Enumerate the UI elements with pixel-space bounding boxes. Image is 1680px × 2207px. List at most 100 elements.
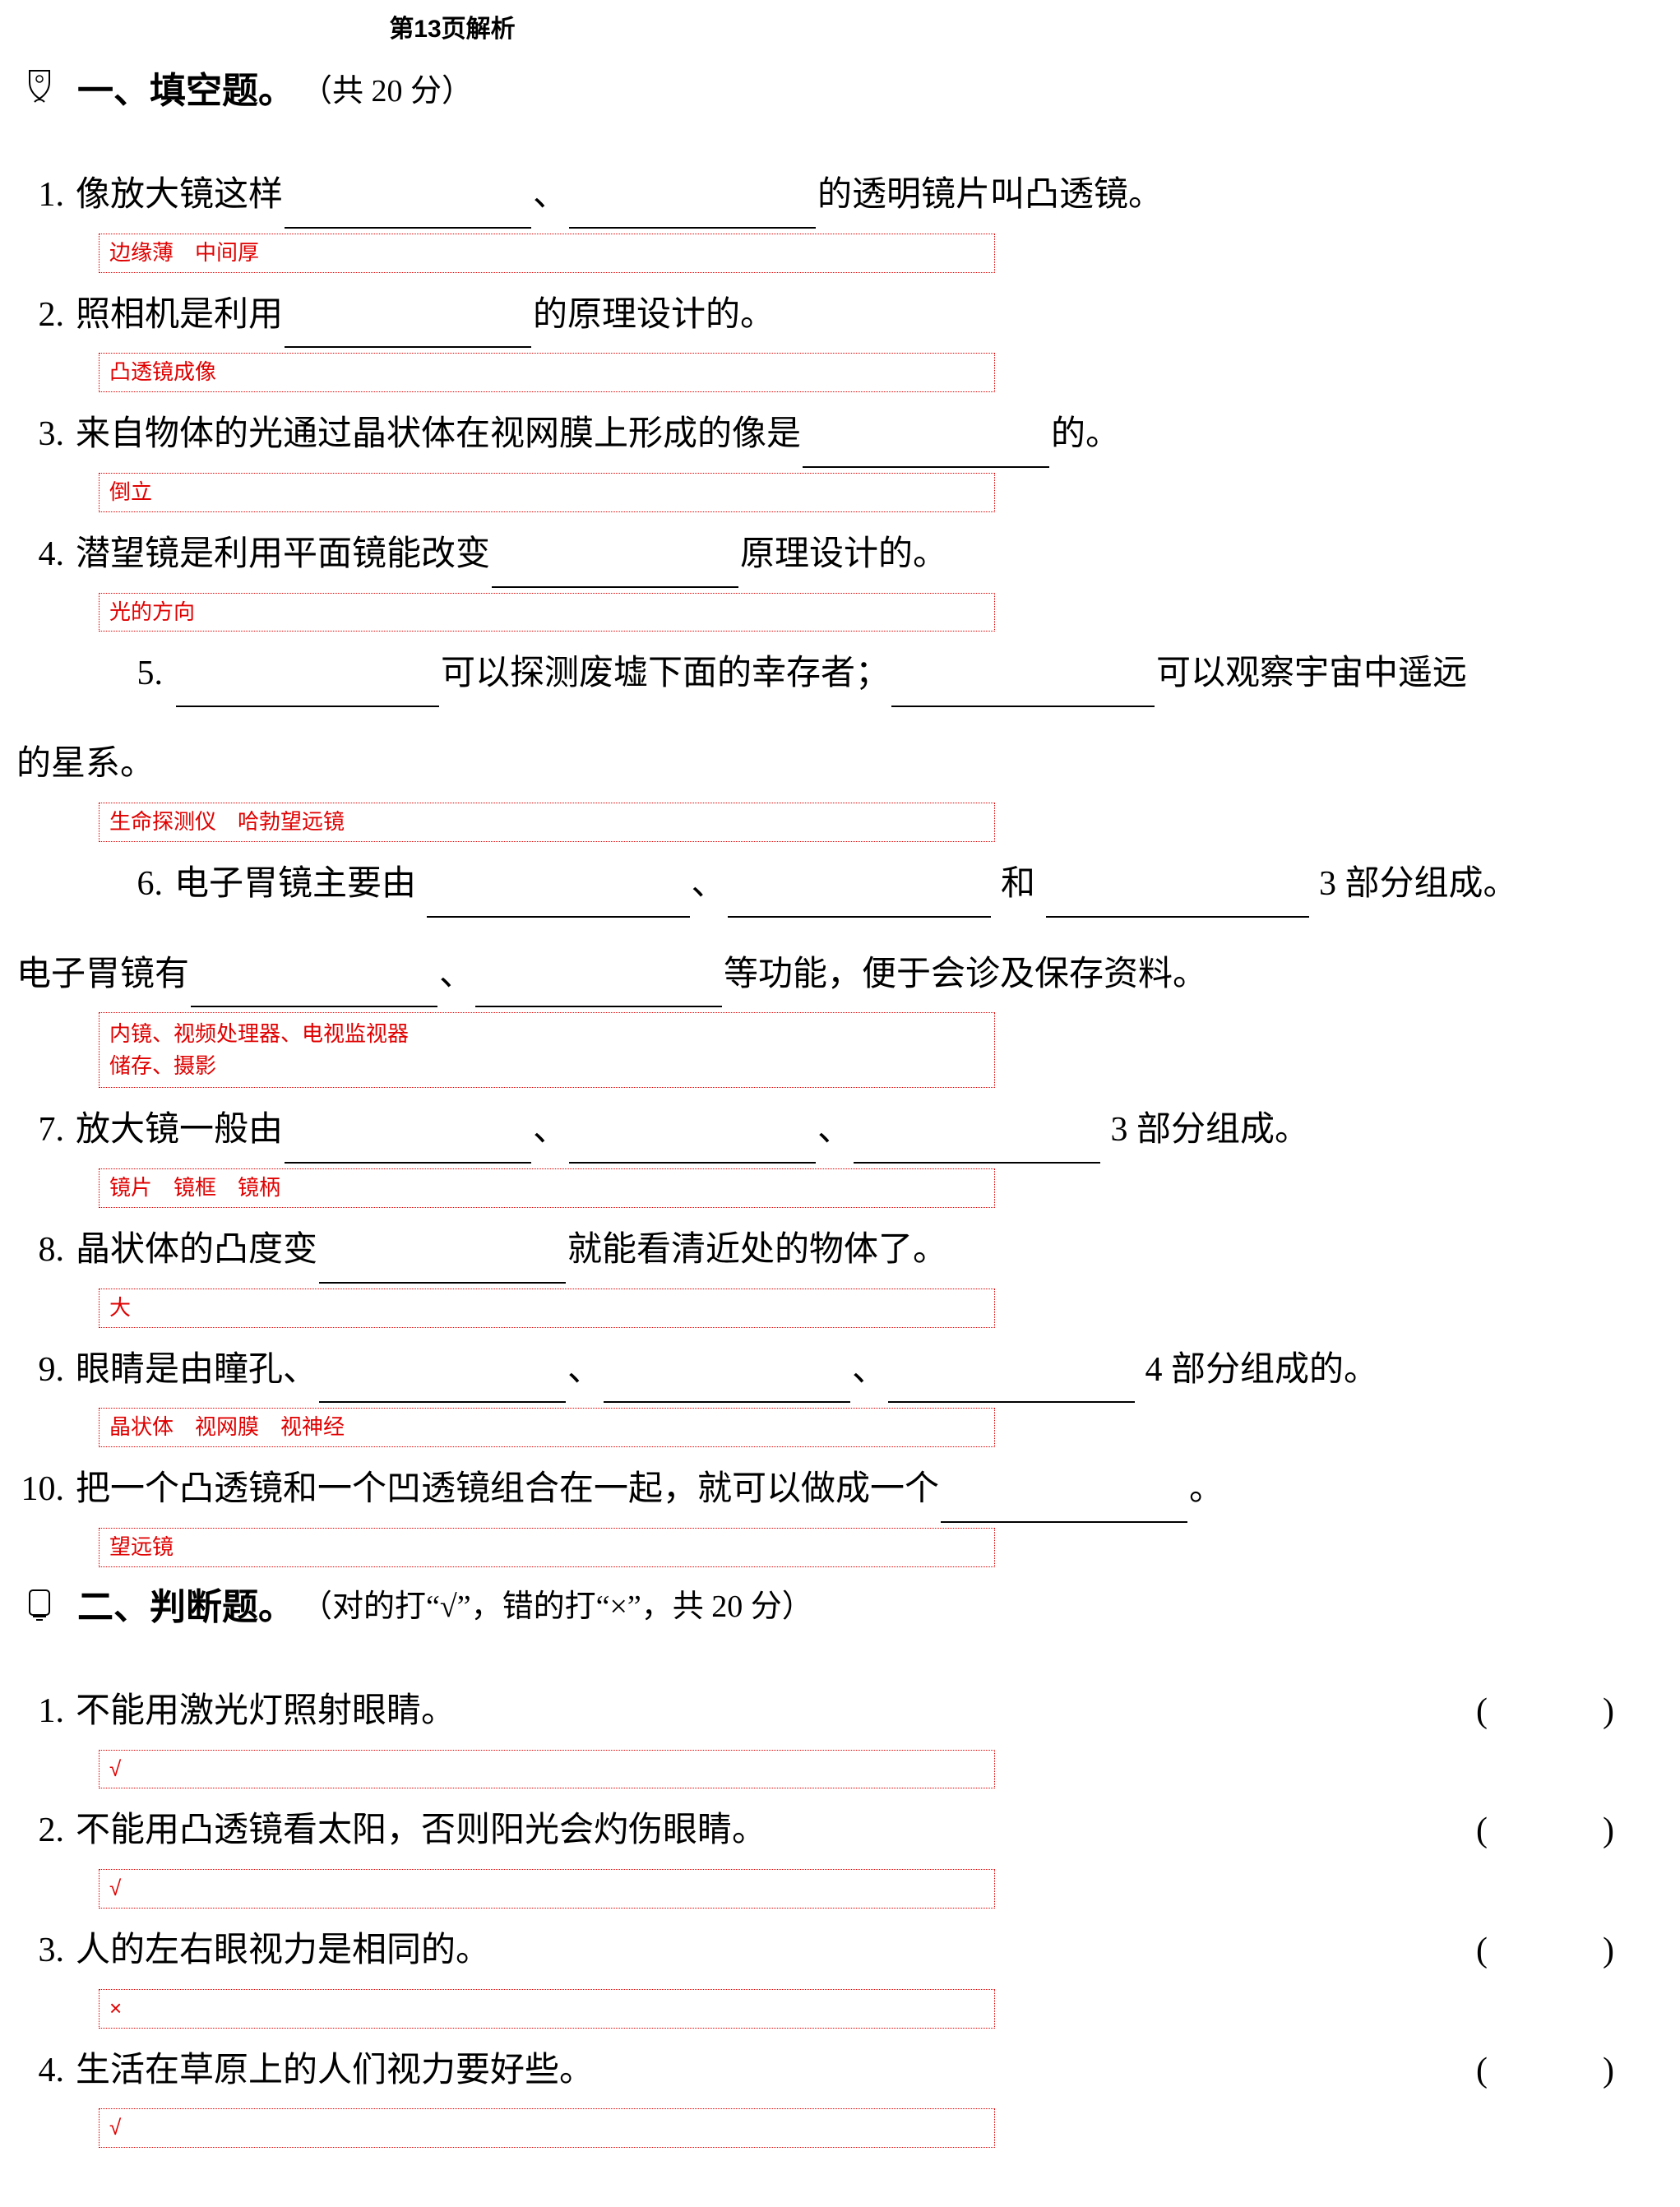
question-text: 的原理设计的。 [533, 283, 775, 349]
fill-blank-item: 1.像放大镜这样 、 的透明镜片叫凸透镜。 [16, 163, 1664, 229]
blank-line [319, 1362, 566, 1403]
question-text: 、 [533, 163, 567, 229]
answer-box: 倒立 [99, 473, 995, 512]
fill-blank-item: 5.可以探测废墟下面的幸存者；可以观察宇宙中遥远 [115, 641, 1664, 707]
answer-box: 晶状体 视网膜 视神经 [99, 1408, 995, 1447]
true-false-item: 2.不能用凸透镜看太阳，否则阳光会灼伤眼睛。() [16, 1798, 1664, 1864]
question-number: 1. [16, 1679, 64, 1745]
answer-box: √ [99, 1750, 995, 1789]
blank-line [1046, 876, 1309, 917]
paren-left: ( [1476, 2038, 1488, 2104]
blank-line [888, 1362, 1135, 1403]
question-continuation: 的星系。 [16, 732, 1664, 798]
question-number: 3. [16, 402, 64, 468]
blank-line [319, 1242, 566, 1283]
question-text: 可以观察宇宙中遥远 [1156, 641, 1467, 707]
paren-right: ) [1603, 1798, 1614, 1864]
question-text: 的透明镜片叫凸透镜。 [817, 163, 1163, 229]
answer-parentheses: () [1476, 1918, 1614, 1984]
answer-box: 凸透镜成像 [99, 353, 995, 392]
section-1-note: （共 20 分） [301, 65, 473, 110]
answer-parentheses: () [1476, 2038, 1614, 2104]
fill-blank-item: 10.把一个凸透镜和一个凹透镜组合在一起，就可以做成一个。 [16, 1457, 1664, 1523]
question-text: 不能用激光灯照射眼睛。 [76, 1679, 456, 1745]
blank-line [728, 876, 991, 917]
answer-box: × [99, 1989, 995, 2029]
question-text: 、 [439, 942, 474, 1008]
question-number: 3. [16, 1918, 64, 1984]
question-text: 和 [993, 852, 1044, 918]
fill-blank-item: 3.来自物体的光通过晶状体在视网膜上形成的像是 的。 [16, 402, 1664, 468]
blank-line [191, 966, 437, 1007]
blank-line [475, 966, 722, 1007]
section-1-ornament-icon [25, 67, 54, 107]
question-text: 4 部分组成的。 [1136, 1338, 1378, 1404]
section-2-ornament-icon [25, 1584, 54, 1623]
question-text: 生活在草原上的人们视力要好些。 [76, 2038, 594, 2104]
question-text: 3 部分组成。 [1311, 852, 1518, 918]
answer-box: 光的方向 [99, 593, 995, 632]
answer-box: 镜片 镜框 镜柄 [99, 1168, 995, 1208]
question-number: 1. [16, 163, 64, 229]
question-text: 照相机是利用 [76, 283, 283, 349]
question-text: 眼睛是由瞳孔、 [76, 1338, 317, 1404]
blank-line [569, 187, 816, 228]
answer-box: √ [99, 2108, 995, 2148]
blank-line [285, 307, 531, 348]
blank-line [176, 666, 439, 707]
fill-blank-item: 8.晶状体的凸度变就能看清近处的物体了。 [16, 1218, 1664, 1284]
answer-box: 边缘薄 中间厚 [99, 234, 995, 273]
question-text: 电子胃镜有 [16, 942, 189, 1008]
blank-line [427, 876, 690, 917]
question-text: 人的左右眼视力是相同的。 [76, 1918, 490, 1984]
question-text: 来自物体的光通过晶状体在视网膜上形成的像是 [76, 402, 801, 468]
blank-line [604, 1362, 850, 1403]
question-number: 4. [16, 522, 64, 588]
blank-line [285, 1122, 531, 1164]
paren-right: ) [1603, 1918, 1614, 1984]
question-text: 潜望镜是利用平面镜能改变 [76, 522, 490, 588]
question-number: 10. [16, 1457, 64, 1523]
answer-parentheses: () [1476, 1679, 1614, 1745]
question-number: 7. [16, 1098, 64, 1164]
question-text: 的。 [1051, 402, 1120, 468]
paren-left: ( [1476, 1918, 1488, 1984]
section-2-label: 二、判断题。 [77, 1577, 294, 1630]
section-2-note: （对的打“√”，错的打“×”，共 20 分） [301, 1580, 813, 1626]
question-number: 2. [16, 1798, 64, 1864]
true-false-list: 1.不能用激光灯照射眼睛。 () √ 2.不能用凸透镜看太阳，否则阳光会灼伤眼睛。()… [16, 1679, 1664, 2148]
answer-box: √ [99, 1869, 995, 1909]
blank-line [854, 1122, 1100, 1164]
section-1-heading: 一、填空题。 （共 20 分） [49, 61, 1664, 113]
section-1-label: 一、填空题。 [77, 61, 294, 113]
question-text: 、 [692, 852, 726, 918]
question-text: 晶状体的凸度变 [76, 1218, 317, 1284]
question-text: 放大镜一般由 [76, 1098, 283, 1164]
answer-parentheses: () [1476, 1798, 1614, 1864]
answer-box: 内镜、视频处理器、电视监视器储存、摄影 [99, 1012, 995, 1088]
true-false-item: 4.生活在草原上的人们视力要好些。() [16, 2038, 1664, 2104]
question-number: 6. [115, 852, 163, 918]
paren-left: ( [1476, 1798, 1488, 1864]
fill-blank-item: 2.照相机是利用的原理设计的。 [16, 283, 1664, 349]
blank-line [492, 546, 738, 587]
question-text: 就能看清近处的物体了。 [567, 1218, 947, 1284]
question-text: 把一个凸透镜和一个凹透镜组合在一起，就可以做成一个 [76, 1457, 939, 1523]
blank-line [285, 187, 531, 228]
question-text: 像放大镜这样 [76, 163, 283, 229]
answer-box: 大 [99, 1289, 995, 1328]
true-false-item: 3.人的左右眼视力是相同的。 () [16, 1918, 1664, 1984]
answer-box: 生命探测仪 哈勃望远镜 [99, 803, 995, 842]
paren-left: ( [1476, 1679, 1488, 1745]
question-text: 、 [533, 1098, 567, 1164]
question-text: 3 部分组成。 [1102, 1098, 1309, 1164]
answer-line: 内镜、视频处理器、电视监视器 [109, 1018, 984, 1050]
question-text: 电子胃镜主要由 [174, 852, 425, 918]
fill-blank-item: 6.电子胃镜主要由 、 和 3 部分组成。 [115, 852, 1664, 918]
true-false-item: 1.不能用激光灯照射眼睛。 () [16, 1679, 1664, 1745]
fill-blank-item: 4.潜望镜是利用平面镜能改变 原理设计的。 [16, 522, 1664, 588]
fill-blank-item: 9.眼睛是由瞳孔、、、 4 部分组成的。 [16, 1338, 1664, 1404]
question-number: 9. [16, 1338, 64, 1404]
paren-right: ) [1603, 1679, 1614, 1745]
question-text: 原理设计的。 [740, 522, 947, 588]
